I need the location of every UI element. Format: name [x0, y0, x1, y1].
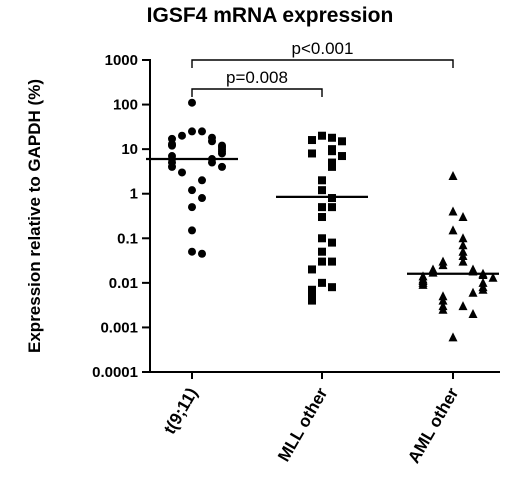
data-point-circle — [218, 162, 226, 171]
y-tick-label: 10 — [121, 141, 138, 158]
data-point-triangle — [438, 295, 448, 305]
data-point-triangle — [448, 170, 458, 180]
data-point-circle — [168, 141, 176, 150]
significance-bracket — [191, 88, 323, 97]
data-point-triangle — [458, 251, 468, 261]
p-value-label: p=0.008 — [226, 68, 288, 87]
data-point-triangle — [468, 309, 478, 319]
data-point-circle — [198, 249, 206, 258]
data-point-circle — [168, 162, 176, 171]
data-point-circle — [208, 137, 216, 146]
data-point-circle — [218, 149, 226, 158]
data-point-square — [328, 162, 336, 171]
data-point-circle — [178, 131, 186, 140]
data-point-square — [308, 265, 316, 274]
data-point-square — [318, 176, 326, 185]
data-point-square — [318, 278, 326, 287]
data-points — [168, 98, 498, 342]
data-point-circle — [198, 176, 206, 185]
x-tick-label: t(9;11) — [160, 385, 201, 438]
data-point-triangle — [458, 233, 468, 243]
data-point-square — [318, 234, 326, 243]
y-tick-label: 1 — [130, 186, 138, 203]
data-point-square — [338, 137, 346, 146]
y-tick-label: 0.0001 — [92, 364, 138, 381]
data-point-triangle — [458, 212, 468, 222]
data-point-square — [318, 247, 326, 256]
significance-bracket — [191, 59, 454, 68]
data-point-square — [338, 152, 346, 161]
data-point-triangle — [448, 225, 458, 235]
data-point-triangle — [458, 256, 468, 266]
data-point-square — [318, 203, 326, 212]
data-point-square — [328, 283, 336, 292]
data-point-square — [308, 296, 316, 305]
data-point-triangle — [468, 287, 478, 297]
y-tick-label: 0.001 — [100, 319, 138, 336]
y-tick-label: 100 — [113, 97, 138, 114]
x-tick-label: AML other — [404, 384, 463, 466]
p-value-label: p<0.001 — [292, 39, 354, 58]
data-point-circle — [208, 158, 216, 167]
data-point-triangle — [418, 279, 428, 289]
data-point-triangle — [438, 260, 448, 270]
data-point-circle — [188, 127, 196, 136]
y-tick-label: 0.1 — [117, 230, 138, 247]
data-point-circle — [188, 203, 196, 212]
data-point-circle — [198, 127, 206, 136]
data-point-square — [318, 131, 326, 140]
data-point-circle — [188, 98, 196, 107]
data-point-square — [328, 147, 336, 156]
data-point-circle — [178, 168, 186, 177]
data-point-square — [308, 149, 316, 158]
data-point-square — [328, 203, 336, 212]
data-point-circle — [198, 194, 206, 203]
y-tick-label: 0.01 — [109, 275, 138, 292]
data-point-square — [328, 257, 336, 266]
data-point-square — [318, 186, 326, 195]
data-point-triangle — [458, 240, 468, 250]
data-point-square — [328, 158, 336, 167]
data-point-square — [328, 133, 336, 142]
y-tick-label: 1000 — [105, 52, 138, 69]
y-axis-label: Expression relative to GAPDH (%) — [25, 79, 44, 353]
data-point-circle — [188, 247, 196, 256]
x-tick-label: MLL other — [274, 384, 332, 465]
data-point-triangle — [488, 272, 498, 282]
axes: 0.0001 0.001 0.01 0.1 1 10 100 1000 t(9;11) MLL o… — [92, 52, 500, 467]
data-point-triangle — [478, 284, 488, 294]
data-point-square — [328, 238, 336, 247]
median-lines — [146, 157, 499, 275]
data-point-square — [318, 213, 326, 222]
data-point-square — [328, 194, 336, 203]
data-point-triangle — [448, 332, 458, 342]
data-point-triangle — [448, 206, 458, 216]
data-point-square — [308, 292, 316, 301]
data-point-square — [318, 257, 326, 266]
data-point-circle — [188, 186, 196, 195]
data-point-square — [308, 136, 316, 145]
data-point-circle — [188, 226, 196, 235]
data-point-triangle — [438, 304, 448, 314]
data-point-triangle — [458, 301, 468, 311]
chart-title: IGSF4 mRNA expression — [147, 4, 394, 27]
